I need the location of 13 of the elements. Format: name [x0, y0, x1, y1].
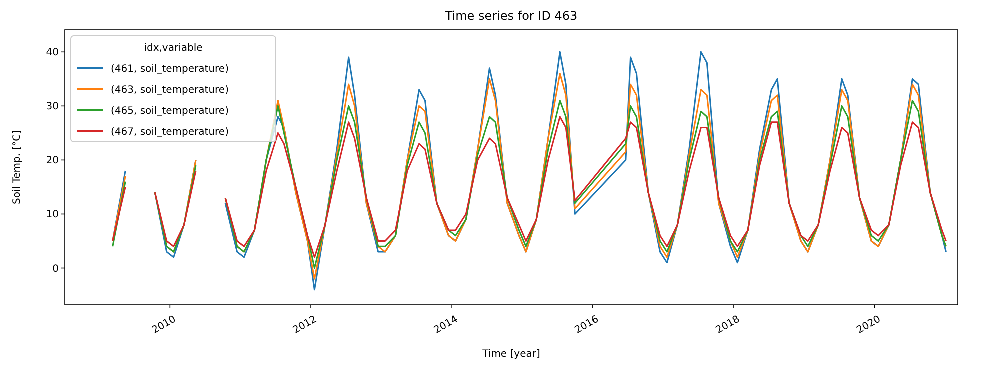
legend-label: (467, soil_temperature)	[111, 127, 230, 138]
chart-title: Time series for ID 463	[444, 9, 578, 23]
y-tick-label: 40	[46, 48, 59, 59]
legend-label: (463, soil_temperature)	[111, 85, 230, 96]
legend-label: (461, soil_temperature)	[111, 64, 230, 75]
y-tick-label: 0	[52, 264, 59, 275]
legend-label: (465, soil_temperature)	[111, 106, 230, 117]
y-tick-label: 20	[46, 156, 59, 167]
x-axis-title: Time [year]	[482, 349, 540, 360]
y-axis-title: Soil Temp. [°C]	[12, 130, 23, 204]
y-tick-label: 10	[46, 210, 59, 221]
y-tick-label: 30	[46, 102, 59, 113]
legend-title: idx,variable	[144, 43, 203, 54]
